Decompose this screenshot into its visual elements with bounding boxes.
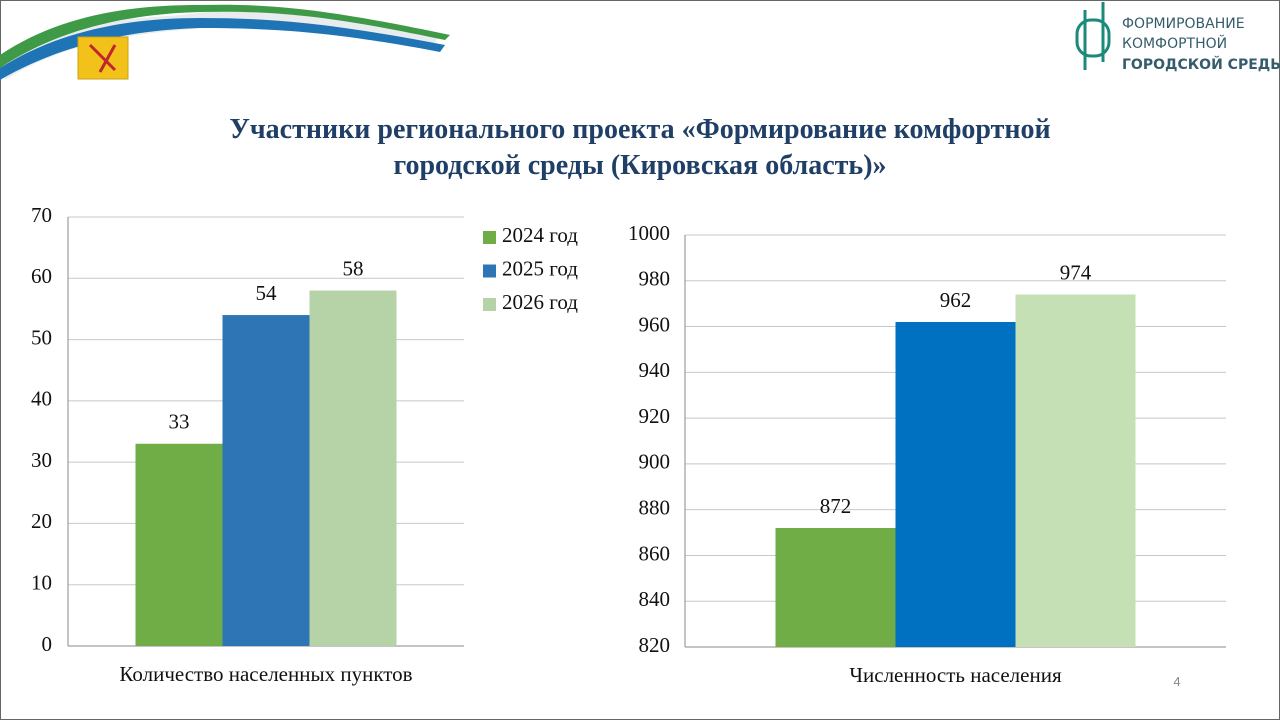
y-tick-label: 20 [31, 509, 52, 533]
bar [775, 527, 896, 647]
y-tick-label: 920 [639, 404, 671, 428]
bar [135, 443, 223, 646]
y-tick-label: 40 [31, 387, 52, 411]
data-label: 962 [940, 288, 972, 312]
logo-text: ФОРМИРОВАНИЕ [1122, 16, 1245, 32]
ribbon [0, 4, 450, 80]
legend-swatch [483, 264, 496, 278]
y-tick-label: 880 [639, 495, 671, 519]
slide-title: городской среды (Кировская область)» [393, 150, 886, 181]
y-tick-label: 860 [639, 541, 671, 565]
data-label: 974 [1060, 260, 1092, 284]
data-label: 58 [343, 256, 364, 280]
y-tick-label: 10 [31, 571, 52, 595]
legend-swatch [483, 298, 496, 311]
coat-of-arms [77, 36, 129, 80]
data-label: 33 [169, 410, 190, 434]
slide-title: Участники регионального проекта «Формиро… [229, 114, 1050, 145]
page-number: 4 [1173, 674, 1180, 689]
y-tick-label: 30 [31, 448, 52, 472]
logo-mark [1075, 2, 1111, 70]
legend-label: 2025 год [502, 256, 578, 280]
y-tick-label: 0 [42, 632, 53, 656]
y-tick-label: 900 [639, 450, 671, 474]
bar [1015, 294, 1136, 647]
data-label: 54 [256, 281, 278, 305]
bar [895, 321, 1016, 647]
coat-of-arms-symbol [88, 43, 117, 73]
x-tick-label: Количество населенных пунктов [119, 662, 412, 686]
y-tick-label: 50 [31, 325, 52, 349]
y-tick-label: 820 [639, 633, 671, 657]
legend-swatch [483, 231, 496, 244]
bar [222, 315, 310, 646]
logo-text: КОМФОРТНОЙ [1122, 34, 1227, 52]
y-tick-label: 60 [31, 264, 52, 288]
logo-text: ГОРОДСКОЙ СРЕДЫ [1122, 56, 1280, 73]
legend-label: 2026 год [502, 290, 578, 314]
y-tick-label: 960 [639, 312, 671, 336]
bar [309, 290, 397, 646]
x-tick-label: Численность населения [849, 663, 1062, 687]
y-tick-label: 980 [639, 267, 671, 291]
y-tick-label: 940 [639, 358, 671, 382]
y-tick-label: 1000 [628, 221, 670, 245]
legend-label: 2024 год [502, 223, 578, 247]
y-tick-label: 70 [31, 203, 52, 227]
data-label: 872 [820, 494, 852, 518]
y-tick-label: 840 [639, 587, 671, 611]
